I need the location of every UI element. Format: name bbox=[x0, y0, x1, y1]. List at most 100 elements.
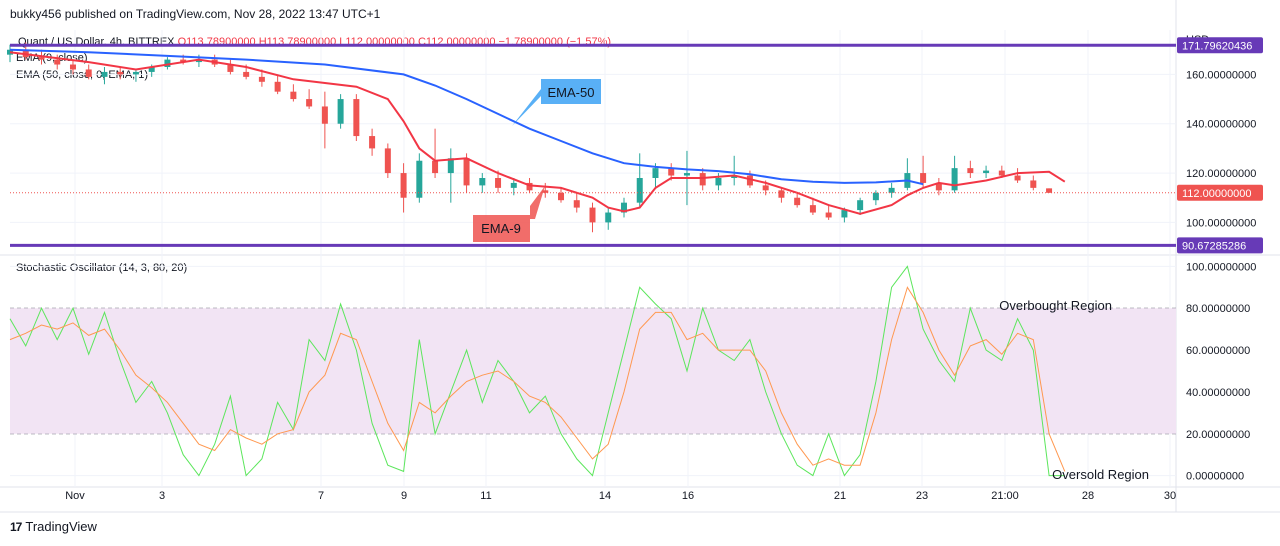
candle-body bbox=[195, 59, 202, 63]
osc-tick-label: 0.00000000 bbox=[1186, 471, 1244, 483]
candle-body bbox=[794, 197, 801, 206]
candle-body bbox=[432, 160, 439, 174]
time-tick-label: Nov bbox=[65, 490, 85, 502]
ema50-callout-label: EMA-50 bbox=[548, 85, 595, 100]
time-tick-label: 7 bbox=[318, 490, 324, 502]
level-price-label: 171.79620436 bbox=[1182, 40, 1252, 52]
candle-body bbox=[841, 210, 848, 218]
candle-body bbox=[983, 170, 990, 174]
candle-body bbox=[920, 173, 927, 183]
candle-body bbox=[227, 64, 234, 72]
ema9-callout-label: EMA-9 bbox=[481, 221, 521, 236]
candle-body bbox=[1030, 180, 1037, 188]
candle-body bbox=[132, 71, 139, 75]
ema9-line[interactable] bbox=[9, 51, 1066, 215]
tradingview-brand[interactable]: TradingView bbox=[25, 519, 97, 534]
stochastic-band bbox=[10, 308, 1176, 434]
level-price-tag bbox=[1177, 237, 1263, 254]
osc-tick-label: 40.00000000 bbox=[1186, 387, 1250, 399]
publisher-header: bukky456 published on TradingView.com, N… bbox=[10, 7, 381, 21]
time-tick-label: 21:00 bbox=[991, 490, 1019, 502]
candle-body bbox=[85, 69, 92, 77]
stoch-d-line[interactable] bbox=[9, 286, 1066, 472]
time-tick-label: 3 bbox=[159, 490, 165, 502]
candle-body bbox=[306, 99, 313, 107]
candle-body bbox=[479, 178, 486, 186]
candle-body bbox=[447, 158, 454, 174]
candle-body bbox=[762, 185, 769, 191]
ema50-line[interactable] bbox=[9, 48, 924, 186]
candle-body bbox=[164, 59, 171, 67]
candle-body bbox=[290, 91, 297, 100]
time-tick-label: 21 bbox=[834, 490, 846, 502]
ema9-callout[interactable] bbox=[473, 186, 545, 242]
candle-body bbox=[998, 170, 1005, 176]
candle-body bbox=[746, 175, 753, 186]
price-tick-label: 160.00000000 bbox=[1186, 69, 1256, 81]
level-price-label: 90.67285286 bbox=[1182, 240, 1246, 252]
osc-tick-label: 80.00000000 bbox=[1186, 303, 1250, 315]
level-price-tag bbox=[1177, 37, 1263, 54]
candle-body bbox=[935, 182, 942, 191]
candle-body bbox=[369, 136, 376, 149]
stoch-k-line[interactable] bbox=[9, 265, 1065, 477]
candle-body bbox=[857, 200, 864, 211]
oscillator-legend[interactable]: Stochastic Oscillator (14, 3, 80, 20) bbox=[16, 262, 188, 274]
candle-body bbox=[117, 71, 124, 75]
time-tick-label: 23 bbox=[916, 490, 928, 502]
time-tick-label: 14 bbox=[599, 490, 611, 502]
price-tick-label: 100.00000000 bbox=[1186, 217, 1256, 229]
candle-body bbox=[573, 200, 580, 208]
candle-body bbox=[353, 99, 360, 137]
time-tick-label: 9 bbox=[401, 490, 407, 502]
candle-body bbox=[589, 207, 596, 223]
candle-body bbox=[180, 59, 187, 63]
candle-body bbox=[1014, 175, 1021, 181]
candle-body bbox=[416, 160, 423, 198]
overbought-label: Overbought Region bbox=[999, 298, 1112, 313]
candle-body bbox=[337, 99, 344, 124]
time-tick-label: 11 bbox=[480, 490, 491, 502]
candle-body bbox=[967, 168, 974, 174]
footer: 17 TradingView bbox=[10, 519, 97, 534]
candle-body bbox=[495, 178, 502, 188]
candle-body bbox=[683, 173, 690, 176]
tradingview-logo-icon: 17 bbox=[10, 519, 22, 534]
last-price-tag bbox=[1177, 184, 1263, 201]
last-price-label: 112.00000000 bbox=[1182, 188, 1252, 200]
price-tick-label: 120.00000000 bbox=[1186, 168, 1256, 180]
candle-body bbox=[38, 57, 45, 60]
candle-body bbox=[258, 76, 265, 82]
candle-body bbox=[1046, 188, 1053, 193]
candle-body bbox=[510, 182, 517, 188]
candle-body bbox=[148, 67, 155, 72]
price-tick-label: 140.00000000 bbox=[1186, 119, 1256, 131]
candle-body bbox=[699, 173, 706, 186]
candle-body bbox=[526, 182, 533, 191]
ema50-callout[interactable] bbox=[512, 79, 601, 126]
time-tick-label: 16 bbox=[682, 490, 694, 502]
candle-body bbox=[668, 168, 675, 176]
candle-body bbox=[888, 187, 895, 193]
candle-body bbox=[825, 212, 832, 218]
oversold-label: Oversold Region bbox=[1052, 467, 1149, 482]
time-tick-label: 30 bbox=[1164, 490, 1176, 502]
candle-body bbox=[620, 202, 627, 213]
candle-body bbox=[778, 190, 785, 198]
candle-body bbox=[101, 71, 108, 77]
candle-body bbox=[872, 192, 879, 201]
candle-body bbox=[951, 168, 958, 191]
ema50-legend[interactable]: EMA (50, close, 0, EMA, 1) bbox=[16, 69, 149, 81]
candle-body bbox=[321, 106, 328, 124]
osc-tick-label: 100.00000000 bbox=[1186, 261, 1256, 273]
candle-body bbox=[542, 190, 549, 193]
candle-body bbox=[636, 178, 643, 203]
candle-body bbox=[605, 212, 612, 223]
candle-body bbox=[731, 175, 738, 178]
time-tick-label: 28 bbox=[1082, 490, 1094, 502]
candle-body bbox=[652, 168, 659, 178]
candle-body bbox=[54, 59, 61, 65]
candle-body bbox=[463, 158, 470, 186]
candle-body bbox=[243, 71, 250, 77]
